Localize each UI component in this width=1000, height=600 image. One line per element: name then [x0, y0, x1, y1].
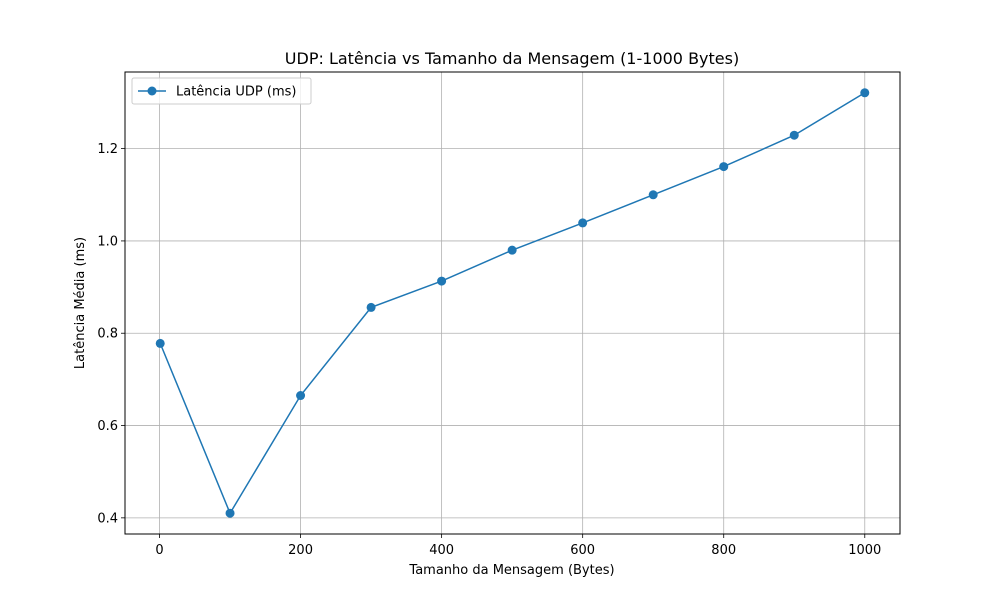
y-tick-label: 0.6 — [97, 419, 118, 434]
grid — [125, 72, 900, 534]
legend-marker — [147, 86, 157, 96]
data-point — [719, 162, 729, 172]
x-axis-title: Tamanho da Mensagem (Bytes) — [408, 563, 614, 578]
legend-box — [131, 77, 312, 105]
data-point — [507, 245, 517, 255]
x-tick-label: 600 — [570, 543, 595, 558]
x-tick-label: 200 — [288, 543, 313, 558]
x-tick-label: 400 — [429, 543, 454, 558]
data-point — [155, 338, 165, 348]
legend: Latência UDP (ms) — [131, 77, 312, 105]
y-tick-label: 1.0 — [97, 234, 118, 249]
y-tick-label: 1.2 — [97, 142, 118, 157]
data-point — [225, 508, 235, 518]
data-point — [437, 276, 447, 286]
data-point — [860, 88, 870, 98]
series-layer — [155, 88, 870, 518]
x-tick-label: 1000 — [848, 543, 881, 558]
plot-frame — [124, 71, 901, 535]
data-point — [789, 130, 799, 140]
data-point — [578, 218, 588, 228]
series-line — [159, 92, 866, 515]
data-point — [296, 391, 306, 401]
x-tick-label: 0 — [155, 543, 163, 558]
y-axis-title: Latência Média (ms) — [73, 237, 88, 369]
chart-title: UDP: Latência vs Tamanho da Mensagem (1-… — [285, 49, 739, 68]
data-point — [648, 190, 658, 200]
x-tick-label: 800 — [711, 543, 736, 558]
y-tick-label: 0.4 — [97, 511, 118, 526]
data-point — [366, 302, 376, 312]
y-tick-label: 0.8 — [97, 327, 118, 342]
legend-label: Latência UDP (ms) — [176, 85, 296, 100]
axis-ticks: 0 200 400 600 800 1000 0.4 0.6 0.8 1.0 1.2 — [97, 142, 881, 558]
